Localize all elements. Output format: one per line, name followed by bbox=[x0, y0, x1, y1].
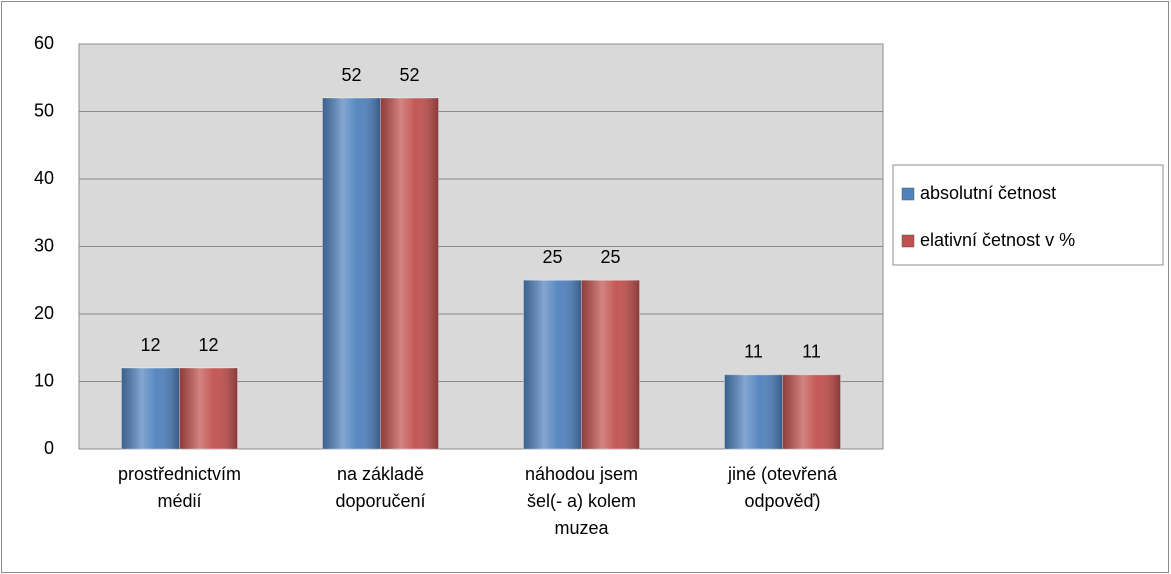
value-label: 52 bbox=[341, 65, 361, 85]
bar bbox=[581, 279, 640, 450]
y-tick-label: 60 bbox=[34, 33, 54, 53]
value-label: 11 bbox=[744, 342, 763, 362]
legend-swatch bbox=[901, 187, 915, 201]
value-label: 11 bbox=[802, 342, 821, 362]
bar bbox=[179, 367, 238, 450]
y-tick-label: 50 bbox=[34, 100, 54, 120]
value-label: 25 bbox=[600, 247, 620, 267]
legend-box bbox=[892, 164, 1164, 266]
bar bbox=[322, 97, 381, 450]
x-tick-label: náhodou jsem šel(- a) kolem muzea bbox=[525, 464, 638, 538]
y-tick-label: 30 bbox=[34, 235, 54, 255]
value-label: 12 bbox=[198, 335, 218, 355]
y-tick-label: 40 bbox=[34, 168, 54, 188]
value-label: 12 bbox=[140, 335, 160, 355]
y-tick-label: 0 bbox=[44, 438, 54, 458]
legend-swatch bbox=[901, 234, 915, 248]
bar bbox=[724, 374, 783, 450]
bar bbox=[523, 279, 582, 450]
legend-label: elativní četnost v % bbox=[920, 230, 1075, 250]
bar bbox=[782, 374, 841, 450]
bar bbox=[121, 367, 180, 450]
x-tick-label: na základě doporučení bbox=[335, 464, 425, 511]
y-tick-label: 10 bbox=[34, 370, 54, 390]
y-tick-label: 20 bbox=[34, 303, 54, 323]
bar bbox=[380, 97, 439, 450]
x-tick-label: jiné (otevřená odpověď) bbox=[727, 464, 838, 511]
x-tick-label: prostřednictvím médií bbox=[118, 464, 241, 511]
value-label: 25 bbox=[542, 247, 562, 267]
legend-label: absolutní četnost bbox=[920, 183, 1056, 203]
value-label: 52 bbox=[399, 65, 419, 85]
